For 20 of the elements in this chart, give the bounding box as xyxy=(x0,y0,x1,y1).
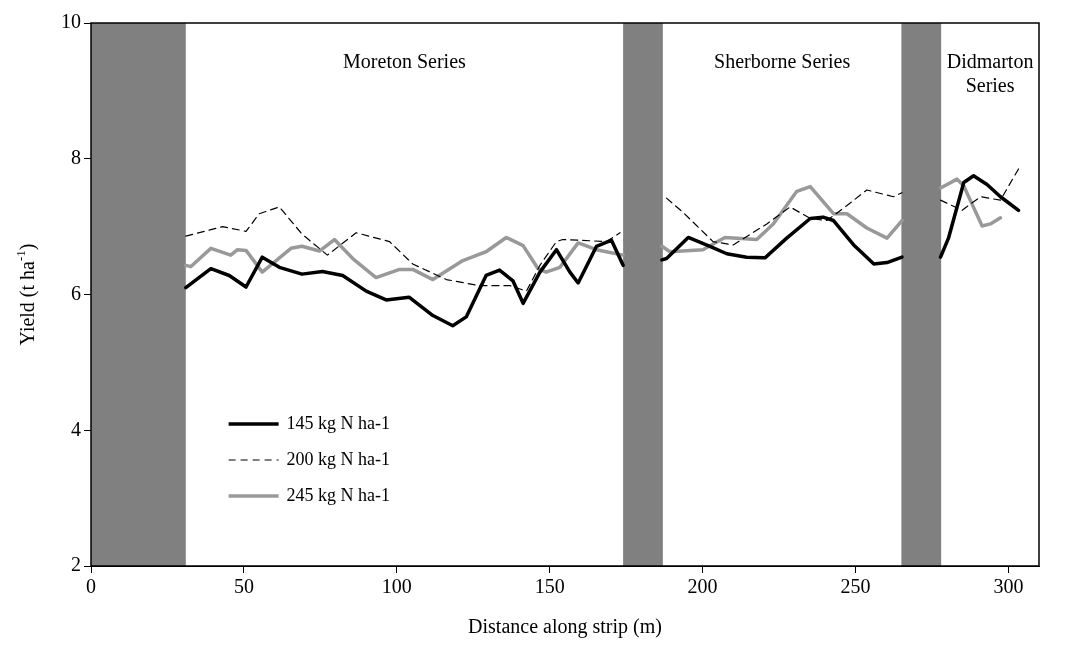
x-tick-label: 300 xyxy=(993,575,1024,598)
x-tick-label: 100 xyxy=(381,575,412,598)
y-axis-title: Yield (t ha-1) xyxy=(13,243,40,346)
x-tick-label: 250 xyxy=(840,575,871,598)
x-axis-title: Distance along strip (m) xyxy=(468,615,662,639)
legend-label: 200 kg N ha-1 xyxy=(286,448,391,469)
y-tick-label: 10 xyxy=(61,10,81,33)
legend-label: 145 kg N ha-1 xyxy=(286,412,391,433)
annotation: Moreton Series xyxy=(343,50,467,73)
y-tick-label: 4 xyxy=(71,417,81,440)
annotation: Didmarton Series xyxy=(946,50,1034,97)
legend-label: 245 kg N ha-1 xyxy=(286,484,391,505)
annotation: Sherborne Series xyxy=(714,50,851,73)
y-tick-label: 2 xyxy=(71,553,81,576)
x-tick-label: 150 xyxy=(534,575,565,598)
x-tick-label: 0 xyxy=(86,575,96,598)
x-tick-label: 200 xyxy=(687,575,718,598)
y-tick-label: 6 xyxy=(71,281,81,304)
y-tick-label: 8 xyxy=(71,146,81,168)
x-tick-label: 50 xyxy=(233,575,254,598)
